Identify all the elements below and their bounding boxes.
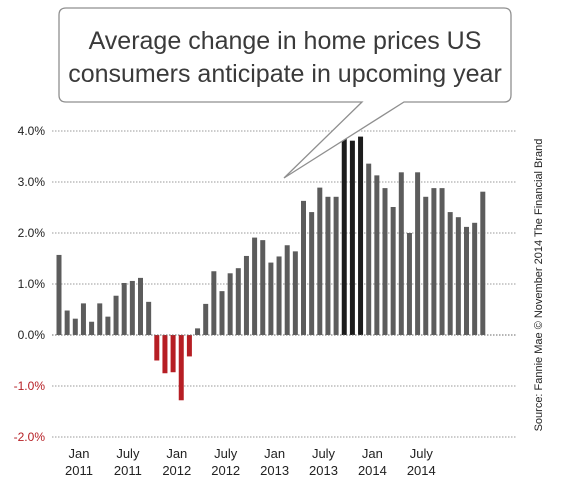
source-credit: Source: Fannie Mae © November 2014 The F… — [533, 139, 545, 432]
y-tick-label: -1.0% — [14, 379, 46, 393]
bar — [211, 271, 217, 335]
x-tick-label-year: 2014 — [358, 463, 387, 478]
x-tick-label-month: Jan — [362, 446, 383, 461]
y-tick-label: 4.0% — [18, 124, 46, 138]
bar — [72, 318, 78, 335]
bar — [260, 240, 266, 335]
bar — [154, 335, 160, 361]
bar — [382, 188, 388, 335]
callout-bubble — [58, 7, 512, 179]
bar — [243, 255, 249, 335]
bar — [366, 163, 372, 335]
x-tick-label-year: 2011 — [114, 463, 142, 478]
bar — [472, 222, 478, 335]
bar — [268, 262, 274, 335]
bar — [162, 335, 168, 374]
bar — [195, 328, 201, 335]
y-tick-label: 0.0% — [18, 328, 46, 342]
bar — [105, 316, 111, 335]
chart-title-line-2: consumers anticipate in upcoming year — [68, 60, 502, 88]
y-tick-label: -2.0% — [14, 430, 46, 444]
y-tick-label: 3.0% — [18, 175, 46, 189]
bar — [390, 206, 396, 335]
bar — [284, 245, 290, 335]
bar — [80, 303, 86, 335]
x-tick-label-year: 2013 — [260, 463, 289, 478]
bar — [138, 277, 143, 335]
chart-title-line-1: Average change in home prices US — [89, 27, 482, 55]
bar — [235, 268, 241, 335]
bar — [64, 310, 70, 335]
bar — [219, 291, 225, 335]
bar — [170, 335, 176, 373]
x-tick-label-month: Jan — [69, 446, 90, 461]
bar — [203, 303, 209, 335]
bar — [325, 196, 331, 335]
bar — [374, 175, 380, 335]
x-tick-label-year: 2012 — [211, 463, 240, 478]
x-tick-label-month: July — [116, 446, 140, 461]
bar — [480, 191, 486, 335]
bar — [276, 256, 282, 335]
bar — [301, 200, 306, 335]
x-tick-label-year: 2012 — [162, 463, 191, 478]
bar — [129, 280, 135, 335]
x-tick-label-month: July — [410, 446, 434, 461]
bar — [186, 335, 192, 357]
y-tick-label: 1.0% — [18, 277, 46, 291]
bar — [317, 187, 323, 335]
x-tick-label-month: July — [214, 446, 238, 461]
bar — [431, 188, 437, 335]
x-tick-label-month: Jan — [264, 446, 285, 461]
x-tick-label-month: Jan — [166, 446, 187, 461]
x-tick-label-year: 2011 — [65, 463, 93, 478]
x-tick-label-year: 2013 — [309, 463, 338, 478]
y-axis-ticks: 4.0% 3.0% 2.0% 1.0% 0.0% -1.0% -2.0% — [14, 124, 46, 444]
x-tick-label-month: July — [312, 446, 336, 461]
y-tick-label: 2.0% — [18, 226, 46, 240]
bar — [227, 273, 233, 335]
bar — [455, 217, 461, 335]
bar — [341, 136, 347, 335]
grid-lines — [52, 130, 517, 438]
bar — [97, 303, 103, 335]
bar — [358, 136, 364, 335]
bar — [415, 172, 421, 335]
bar — [178, 335, 184, 401]
bar — [464, 226, 469, 335]
bar — [349, 140, 355, 335]
x-tick-label-year: 2014 — [407, 463, 436, 478]
bar — [292, 251, 298, 335]
bar — [146, 301, 152, 335]
bars — [56, 136, 486, 401]
bar — [121, 282, 127, 335]
bar — [333, 196, 339, 335]
x-axis-ticks: Jan 2011 July 2011 Jan 2012 July 2012 Jan 2013 Jul… — [65, 446, 436, 478]
bar — [423, 196, 429, 335]
bar — [252, 237, 258, 335]
bar — [309, 212, 315, 335]
title-callout: Average change in home prices US consume… — [58, 7, 512, 179]
bar — [439, 188, 445, 335]
bar — [56, 254, 62, 335]
bar — [398, 172, 404, 335]
bar — [113, 295, 119, 335]
bar — [447, 212, 453, 335]
bar — [406, 233, 412, 335]
bar — [89, 321, 95, 335]
